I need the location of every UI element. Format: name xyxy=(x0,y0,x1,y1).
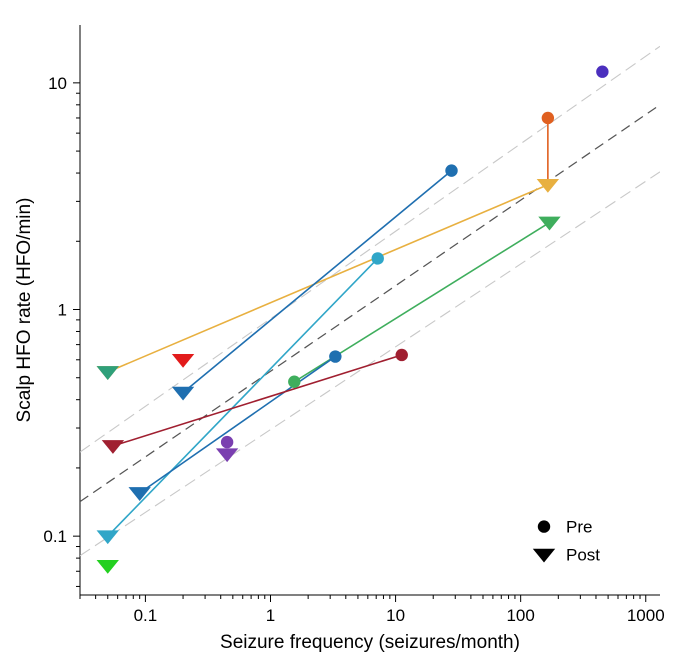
marker-pre xyxy=(288,376,300,388)
x-tick-label: 1000 xyxy=(627,606,665,625)
chart-container: 0.1 1 10 100 1000 0.1 1 10 Seizure frequency (se… xyxy=(0,0,685,660)
legend-label: Pre xyxy=(566,518,592,537)
y-tick-label: 1 xyxy=(58,300,67,319)
scatter-plot: 0.1 1 10 100 1000 0.1 1 10 Seizure frequency (se… xyxy=(0,0,685,660)
legend-label: Post xyxy=(566,546,600,565)
marker-pre xyxy=(445,164,457,176)
marker-pre xyxy=(396,349,408,361)
x-tick-label: 1 xyxy=(266,606,275,625)
x-tick-label: 10 xyxy=(386,606,405,625)
x-tick-label: 100 xyxy=(506,606,534,625)
marker-pre xyxy=(372,252,384,264)
circle-icon xyxy=(538,520,550,532)
marker-pre xyxy=(542,112,554,124)
marker-pre xyxy=(329,350,341,362)
x-axis-label: Seizure frequency (seizures/month) xyxy=(220,632,520,653)
marker-pre xyxy=(596,66,608,78)
x-tick-label: 0.1 xyxy=(134,606,158,625)
marker-pre xyxy=(221,436,233,448)
y-tick-label: 10 xyxy=(48,74,67,93)
y-tick-label: 0.1 xyxy=(43,527,67,546)
y-axis-label: Scalp HFO rate (HFO/min) xyxy=(14,198,35,423)
